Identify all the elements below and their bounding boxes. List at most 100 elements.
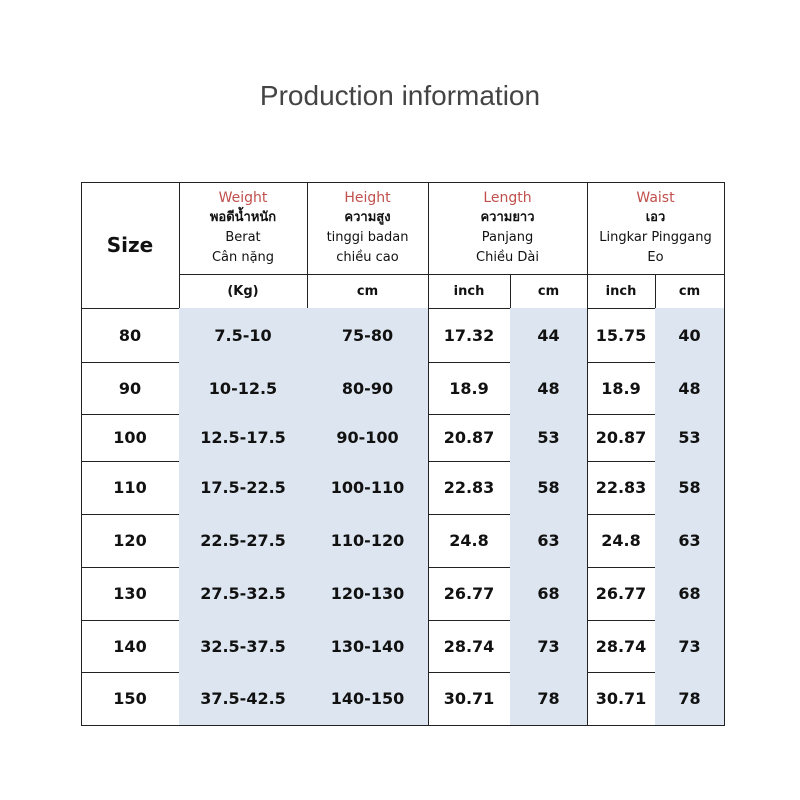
cell-text: 28.74 <box>595 636 647 656</box>
table-cell: 22.5-27.5 <box>179 514 308 568</box>
cell-text: 120-130 <box>330 584 405 603</box>
cell-text: 12.5-17.5 <box>200 428 286 447</box>
header-line: Berat <box>225 230 261 245</box>
cell-text: 68 <box>537 584 560 603</box>
cell-text: 18.9 <box>601 378 641 398</box>
cell-text: 10-12.5 <box>208 378 278 398</box>
header-name: Height <box>344 190 391 206</box>
header-line: เอว <box>645 210 666 225</box>
table-cell: 58 <box>655 461 725 515</box>
header-line: Eo <box>647 250 664 265</box>
table-cell: 78 <box>655 672 725 726</box>
column-header: Height ความสูง tinggi badan chiều cao <box>307 182 429 275</box>
unit-text: inch <box>453 283 485 299</box>
cell-text: 140 <box>113 636 147 656</box>
unit-text: cm <box>678 283 701 299</box>
table-cell: 37.5-42.5 <box>179 672 308 726</box>
cell-text: 17.32 <box>443 325 495 345</box>
cell-text: 80-90 <box>341 378 394 398</box>
cell-text: 44 <box>537 325 560 345</box>
table-cell: 15.75 <box>587 308 656 363</box>
cell-text: 130-140 <box>330 636 405 656</box>
table-cell: 28.74 <box>428 620 511 673</box>
table-cell: 48 <box>655 362 725 415</box>
unit-header: inch <box>587 274 656 309</box>
cell-text: 80 <box>118 325 142 345</box>
cell-text: 30.71 <box>595 689 647 708</box>
cell-text: 30.71 <box>443 689 495 708</box>
cell-text: 28.74 <box>443 636 495 656</box>
cell-text: 75-80 <box>341 325 394 345</box>
table-cell: 120 <box>81 514 180 568</box>
cell-text: 22.83 <box>443 478 495 497</box>
table-cell: 20.87 <box>587 414 656 462</box>
unit-header: cm <box>510 274 588 309</box>
cell-text: 120 <box>113 531 147 550</box>
table-cell: 20.87 <box>428 414 511 462</box>
cell-text: 48 <box>537 378 560 398</box>
size-header-text: Size <box>106 233 154 257</box>
cell-text: 150 <box>113 689 147 708</box>
header-line: ความสูง <box>344 210 391 225</box>
table-cell: 12.5-17.5 <box>179 414 308 462</box>
table-cell: 78 <box>510 672 588 726</box>
cell-text: 63 <box>678 531 701 550</box>
table-cell: 130 <box>81 567 180 621</box>
title: Production information <box>259 80 541 111</box>
unit-text: (Kg) <box>227 283 259 299</box>
cell-text: 22.5-27.5 <box>200 531 286 550</box>
cell-text: 58 <box>678 478 701 497</box>
table-cell: 26.77 <box>428 567 511 621</box>
table-cell: 110-120 <box>307 514 429 568</box>
cell-text: 110-120 <box>330 531 405 550</box>
cell-text: 90-100 <box>336 428 399 447</box>
table-cell: 90 <box>81 362 180 415</box>
cell-text: 63 <box>537 531 560 550</box>
table-cell: 140 <box>81 620 180 673</box>
table-cell: 48 <box>510 362 588 415</box>
header-line: chiều cao <box>336 250 399 265</box>
table-cell: 32.5-37.5 <box>179 620 308 673</box>
cell-text: 100 <box>113 428 147 447</box>
table-cell: 130-140 <box>307 620 429 673</box>
column-header: Length ความยาว Panjang Chiều Dài <box>428 182 588 275</box>
table-cell: 80 <box>81 308 180 363</box>
cell-text: 140-150 <box>330 689 405 708</box>
header-name: Length <box>483 190 532 206</box>
cell-text: 100-110 <box>330 478 405 497</box>
cell-text: 26.77 <box>443 584 495 603</box>
cell-text: 78 <box>678 689 701 708</box>
table-cell: 73 <box>655 620 725 673</box>
table-cell: 10-12.5 <box>179 362 308 415</box>
table-cell: 18.9 <box>587 362 656 415</box>
table-cell: 63 <box>655 514 725 568</box>
table-cell: 140-150 <box>307 672 429 726</box>
table-cell: 100-110 <box>307 461 429 515</box>
table-cell: 150 <box>81 672 180 726</box>
unit-header: cm <box>655 274 725 309</box>
header-line: Chiều Dài <box>476 250 539 265</box>
cell-text: 20.87 <box>595 428 647 447</box>
table-cell: 110 <box>81 461 180 515</box>
table-cell: 7.5-10 <box>179 308 308 363</box>
table-cell: 44 <box>510 308 588 363</box>
cell-text: 40 <box>678 325 701 345</box>
header-line: ความยาว <box>480 210 535 225</box>
unit-header: cm <box>307 274 429 309</box>
cell-text: 22.83 <box>595 478 647 497</box>
table-cell: 90-100 <box>307 414 429 462</box>
header-name: Weight <box>218 190 268 206</box>
header-line: Panjang <box>481 230 534 245</box>
cell-text: 130 <box>113 584 147 603</box>
cell-text: 48 <box>678 378 701 398</box>
cell-text: 110 <box>113 478 147 497</box>
table-cell: 68 <box>510 567 588 621</box>
cell-text: 7.5-10 <box>214 325 272 345</box>
table-cell: 26.77 <box>587 567 656 621</box>
cell-text: 53 <box>537 428 560 447</box>
cell-text: 37.5-42.5 <box>200 689 286 708</box>
header-line: Lingkar Pinggang <box>599 230 712 245</box>
size-table: Size Weight พอดีน้ำหนัก Berat Cân nặng Height… <box>81 182 725 726</box>
cell-text: 90 <box>118 378 142 398</box>
unit-text: cm <box>537 283 560 299</box>
